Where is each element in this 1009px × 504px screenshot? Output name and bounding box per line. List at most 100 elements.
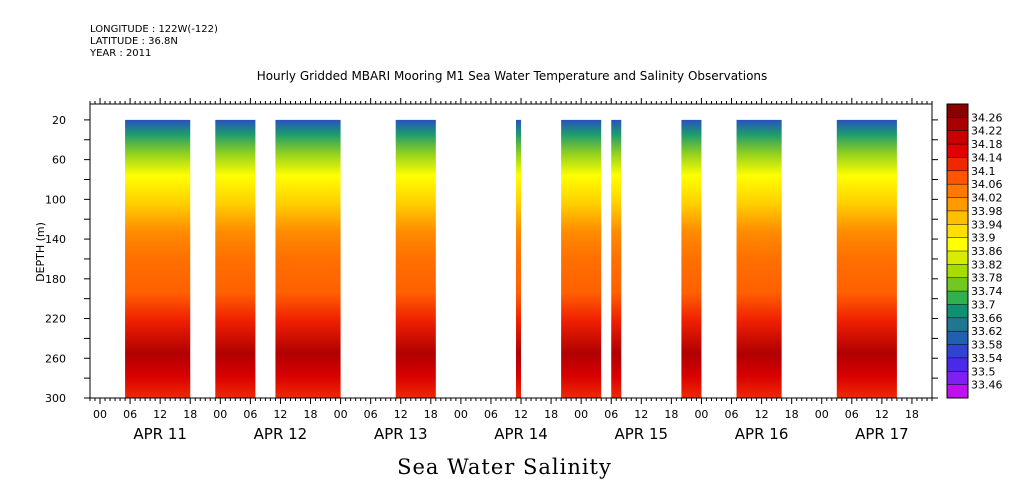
colorbar-legend: 34.2634.2234.1834.1434.134.0634.0233.983…	[946, 103, 1003, 399]
colorbar-label: 34.26	[971, 111, 1003, 124]
data-segment-3	[275, 119, 341, 398]
y-tick-label: 140	[45, 233, 66, 246]
colorbar-label: 33.7	[971, 298, 996, 311]
x-hour-label: 06	[845, 408, 859, 421]
colorbar-swatch	[947, 224, 968, 239]
x-hour-label: 06	[123, 408, 137, 421]
colorbar-label: 33.5	[971, 365, 996, 378]
data-segment-9	[736, 119, 782, 398]
x-hour-label: 00	[574, 408, 588, 421]
x-hour-label: 18	[905, 408, 919, 421]
colorbar-label: 33.78	[971, 272, 1003, 285]
data-segment-1	[125, 119, 191, 398]
x-day-label: APR 17	[855, 425, 909, 443]
colorbar-swatch	[947, 184, 968, 199]
colorbar-swatch	[947, 304, 968, 319]
x-day-label: APR 13	[374, 425, 428, 443]
colorbar-label: 34.22	[971, 125, 1003, 138]
colorbar-label: 33.46	[971, 379, 1003, 392]
y-tick-label: 180	[45, 273, 66, 286]
colorbar-swatch	[947, 317, 968, 332]
colorbar-label: 33.86	[971, 245, 1003, 258]
x-day-label: APR 14	[494, 425, 548, 443]
x-hour-label: 18	[664, 408, 678, 421]
colorbar-label: 33.74	[971, 285, 1003, 298]
x-hour-label: 18	[424, 408, 438, 421]
x-axis-labels: 00 06 12 18 00 06 12 18 00 06 12 18 00 06 12 18 00 06 12 18…	[93, 408, 919, 443]
axis-ticks	[84, 98, 938, 404]
x-hour-label: 18	[183, 408, 197, 421]
x-hour-label: 12	[514, 408, 528, 421]
year-label: YEAR : 2011	[90, 48, 152, 59]
x-hour-label: 18	[544, 408, 558, 421]
colorbar-swatch	[947, 170, 968, 185]
x-hour-label: 12	[153, 408, 167, 421]
data-segment-10	[836, 119, 897, 398]
colorbar-swatch	[947, 331, 968, 346]
y-tick-label: 300	[45, 392, 66, 405]
colorbar-label: 33.82	[971, 258, 1003, 271]
x-hour-label: 00	[454, 408, 468, 421]
colorbar-swatch	[947, 117, 968, 132]
salinity-data-area	[125, 119, 897, 398]
colorbar-label: 33.54	[971, 352, 1003, 365]
colorbar-label: 34.14	[971, 151, 1003, 164]
latitude-label: LATITUDE : 36.8N	[90, 36, 178, 47]
y-tick-label: 20	[52, 114, 66, 127]
y-axis-title: DEPTH (m)	[34, 222, 47, 282]
colorbar-swatch	[947, 210, 968, 225]
x-day-label: APR 11	[133, 425, 187, 443]
x-hour-label: 12	[394, 408, 408, 421]
colorbar-swatch	[947, 157, 968, 172]
x-hour-label: 18	[304, 408, 318, 421]
x-hour-label: 12	[875, 408, 889, 421]
colorbar-label: 34.18	[971, 138, 1003, 151]
x-hour-label: 12	[755, 408, 769, 421]
colorbar-swatch	[947, 277, 968, 292]
colorbar-label: 33.58	[971, 339, 1003, 352]
colorbar-swatch	[947, 104, 968, 118]
x-hour-label: 18	[785, 408, 799, 421]
colorbar-label: 33.94	[971, 218, 1003, 231]
colorbar-label: 33.62	[971, 325, 1003, 338]
colorbar-swatch	[947, 371, 968, 386]
colorbar-swatch	[947, 251, 968, 265]
x-hour-label: 06	[604, 408, 618, 421]
x-hour-label: 06	[484, 408, 498, 421]
colorbar-label: 33.98	[971, 205, 1003, 218]
x-hour-label: 00	[334, 408, 348, 421]
y-tick-label: 100	[45, 193, 66, 206]
colorbar-label: 33.9	[971, 232, 996, 245]
y-axis-labels: 20 60 100 140 180 220 260 300	[45, 114, 66, 405]
colorbar-swatch	[947, 291, 968, 305]
chart-title: Hourly Gridded MBARI Mooring M1 Sea Wate…	[257, 69, 768, 83]
data-segment-4	[395, 119, 436, 398]
x-hour-label: 00	[694, 408, 708, 421]
colorbar-swatch	[947, 197, 968, 212]
colorbar-swatch	[947, 264, 968, 279]
colorbar-swatch	[947, 357, 968, 372]
x-hour-label: 06	[243, 408, 257, 421]
y-tick-label: 220	[45, 313, 66, 326]
data-segment-2	[215, 119, 256, 398]
colorbar-label: 34.1	[971, 165, 996, 178]
x-hour-label: 00	[815, 408, 829, 421]
x-hour-label: 12	[273, 408, 287, 421]
colorbar-swatch	[947, 384, 968, 399]
colorbar-swatch	[947, 344, 968, 359]
x-hour-label: 00	[93, 408, 107, 421]
x-day-label: APR 12	[254, 425, 308, 443]
colorbar-label: 33.66	[971, 312, 1003, 325]
data-segment-5	[516, 119, 522, 398]
y-tick-label: 260	[45, 352, 66, 365]
chart-caption: Sea Water Salinity	[397, 455, 612, 479]
x-hour-label: 06	[725, 408, 739, 421]
colorbar-swatch	[947, 144, 968, 158]
x-hour-label: 06	[364, 408, 378, 421]
x-day-label: APR 15	[615, 425, 669, 443]
data-segment-6	[561, 119, 602, 398]
colorbar-swatch	[947, 130, 968, 145]
longitude-label: LONGITUDE : 122W(-122)	[90, 24, 218, 35]
x-hour-label: 12	[634, 408, 648, 421]
